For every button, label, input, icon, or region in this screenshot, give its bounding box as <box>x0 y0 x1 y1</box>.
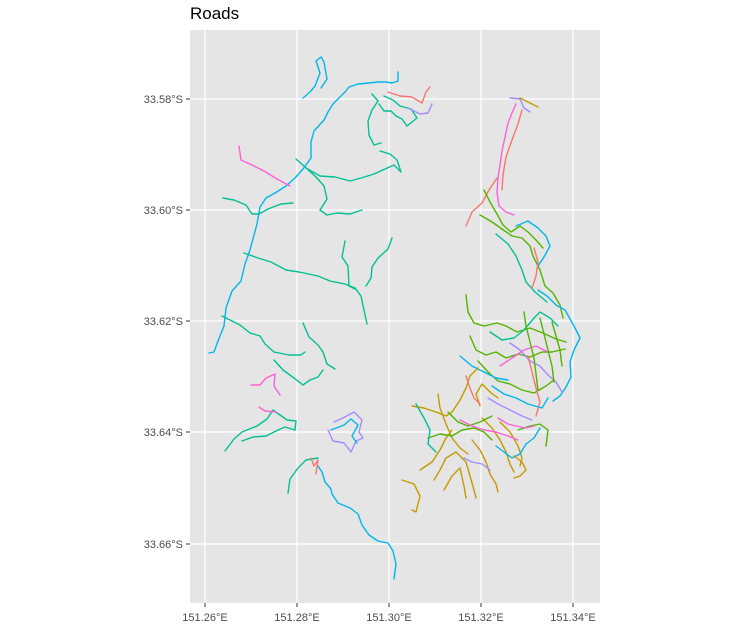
x-tick-label: 151.30°E <box>366 612 411 624</box>
road-teal-10 <box>365 237 393 287</box>
road-teal-4 <box>224 409 297 452</box>
road-green-e3 <box>465 294 567 343</box>
road-orange-e11 <box>513 455 527 479</box>
road-teal-5 <box>295 158 363 216</box>
road-teal-2 <box>243 252 368 325</box>
road-orange-coast <box>519 97 539 108</box>
road-green-1 <box>479 214 564 319</box>
y-tick-label: 33.58°S <box>144 94 183 106</box>
road-red-s1 <box>465 375 481 405</box>
x-tick-label: 151.32°E <box>458 612 503 624</box>
road-orange-e6 <box>443 467 467 499</box>
y-tick-label: 33.62°S <box>144 316 183 328</box>
road-teal-s1 <box>415 403 437 453</box>
y-tick-label: 33.64°S <box>144 427 183 439</box>
road-teal-6 <box>305 150 402 182</box>
y-tick-labels: 33.58°S 33.60°S 33.62°S 33.64°S 33.66°S <box>144 94 183 551</box>
road-salmon-1 <box>310 457 319 475</box>
road-green-s1 <box>427 427 493 441</box>
roads <box>208 56 581 580</box>
road-blue-main <box>208 71 399 354</box>
x-tick-label: 151.34°E <box>550 612 595 624</box>
road-pink-3 <box>258 406 277 413</box>
panel-background <box>190 30 600 603</box>
road-teal-9 <box>341 240 356 290</box>
y-tick-label: 33.60°S <box>144 205 183 217</box>
road-teal-7 <box>367 93 382 146</box>
road-orange-e3 <box>401 479 421 513</box>
road-red-top <box>387 86 431 104</box>
y-tick-label: 33.66°S <box>144 539 183 551</box>
road-green-e7 <box>539 317 555 383</box>
plot-title: Roads <box>190 4 240 23</box>
road-orange-e10 <box>475 383 499 407</box>
road-blue-north <box>302 56 328 99</box>
road-pink-s2 <box>497 417 535 429</box>
road-blue-cluster <box>330 418 359 444</box>
axis-ticks <box>186 98 574 607</box>
road-blue-south <box>317 465 397 580</box>
road-teal-e2 <box>489 311 559 341</box>
road-green-e5 <box>477 360 555 394</box>
road-orange-e8 <box>481 417 515 473</box>
road-teal-3 <box>221 315 306 356</box>
road-pink-s1 <box>459 419 519 441</box>
road-green-e6 <box>523 311 539 391</box>
road-blue-e2 <box>537 289 581 402</box>
road-red-coast <box>501 109 523 191</box>
road-red-e1 <box>531 247 539 289</box>
road-teal-13 <box>287 457 319 494</box>
road-pink-2 <box>250 373 281 396</box>
road-purple-top <box>407 103 433 115</box>
x-tick-label: 151.26°E <box>182 612 227 624</box>
x-tick-label: 151.28°E <box>274 612 319 624</box>
road-green-e8 <box>551 321 563 367</box>
x-tick-labels: 151.26°E 151.28°E 151.30°E 151.32°E 151.… <box>182 612 595 624</box>
road-purple-1 <box>327 411 364 453</box>
road-teal-12 <box>273 359 324 386</box>
road-orange-e2 <box>437 393 469 455</box>
road-purple-e1 <box>509 342 563 393</box>
road-teal-8 <box>378 95 418 127</box>
road-orange-e5 <box>433 451 477 499</box>
road-green-s2 <box>447 411 493 427</box>
road-blue-e1 <box>515 220 551 267</box>
road-red-west <box>465 177 498 227</box>
road-blue-s1 <box>495 427 541 459</box>
road-teal-e1 <box>495 233 548 303</box>
road-teal-1 <box>222 197 294 215</box>
road-teal-11 <box>302 322 336 370</box>
road-purple-e2 <box>487 397 533 421</box>
road-blue-e3 <box>459 355 509 381</box>
road-blue-e4 <box>491 385 549 409</box>
road-purple-coast <box>509 97 531 113</box>
road-pink-1 <box>238 145 291 187</box>
road-green-2 <box>483 189 544 249</box>
road-orange-e1 <box>411 367 479 417</box>
road-pink-e1 <box>499 345 549 367</box>
road-pink-coast <box>496 103 517 216</box>
road-purple-s1 <box>463 457 491 471</box>
